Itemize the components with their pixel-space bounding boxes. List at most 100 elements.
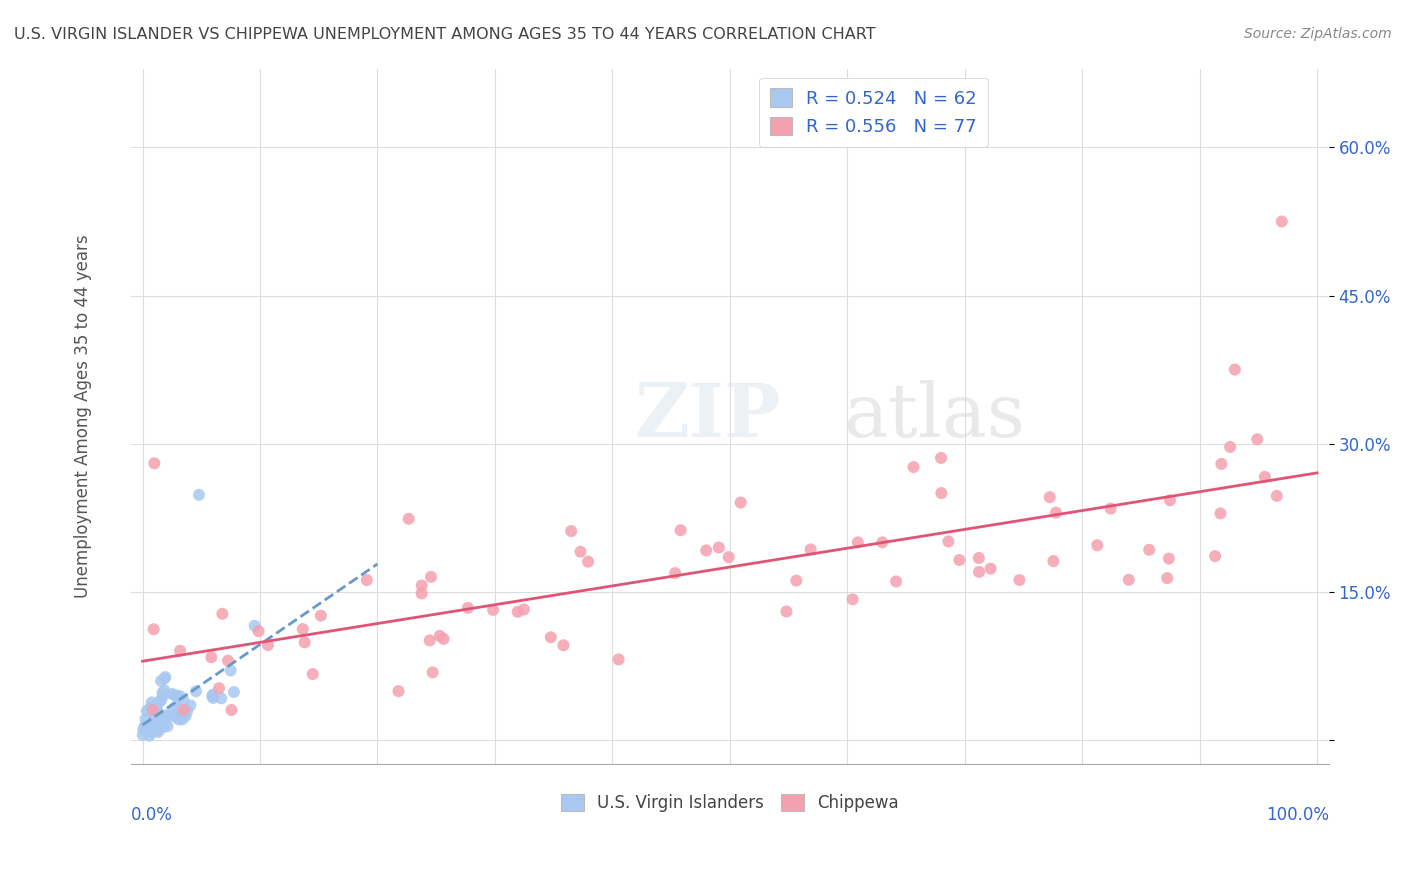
Point: [219, 664, 242, 678]
Point: [152, 689, 174, 703]
Point: [1209, 507, 1232, 521]
Point: [134, 720, 156, 734]
Point: [163, 701, 186, 715]
Point: [222, 685, 245, 699]
Point: [669, 523, 692, 537]
Point: [169, 689, 191, 703]
Point: [184, 684, 207, 698]
Point: [131, 728, 153, 742]
Point: [553, 638, 575, 652]
Point: [165, 689, 187, 703]
Point: [145, 720, 167, 734]
Point: [188, 488, 211, 502]
Point: [217, 654, 239, 668]
Point: [142, 725, 165, 739]
Point: [775, 605, 797, 619]
Text: ZIP: ZIP: [634, 380, 780, 453]
Point: [785, 574, 807, 588]
Point: [247, 624, 270, 639]
Point: [1219, 440, 1241, 454]
Text: atlas: atlas: [844, 380, 1026, 453]
Point: [209, 691, 232, 706]
Point: [148, 723, 170, 737]
Point: [717, 550, 740, 565]
Point: [172, 712, 194, 726]
Point: [730, 495, 752, 509]
Point: [513, 602, 536, 616]
Point: [429, 629, 451, 643]
Point: [664, 566, 686, 581]
Point: [872, 535, 894, 549]
Point: [202, 688, 225, 702]
Point: [398, 512, 420, 526]
Point: [929, 450, 952, 465]
Point: [257, 638, 280, 652]
Point: [169, 709, 191, 723]
Point: [309, 608, 332, 623]
Point: [148, 725, 170, 739]
Point: [432, 632, 454, 646]
Point: [1246, 432, 1268, 446]
Point: [1118, 573, 1140, 587]
Point: [356, 573, 378, 587]
Point: [607, 652, 630, 666]
Point: [148, 708, 170, 723]
Point: [938, 534, 960, 549]
Text: Source: ZipAtlas.com: Source: ZipAtlas.com: [1244, 27, 1392, 41]
Point: [422, 665, 444, 680]
Point: [1156, 571, 1178, 585]
Text: 0.0%: 0.0%: [131, 806, 173, 824]
Point: [1265, 489, 1288, 503]
Point: [142, 622, 165, 636]
Point: [153, 717, 176, 731]
Point: [142, 708, 165, 723]
Point: [221, 703, 243, 717]
Point: [931, 486, 953, 500]
Point: [1008, 573, 1031, 587]
Point: [200, 650, 222, 665]
Point: [846, 535, 869, 549]
Point: [1085, 538, 1108, 552]
Point: [145, 702, 167, 716]
Point: [948, 553, 970, 567]
Point: [420, 570, 443, 584]
Point: [800, 542, 823, 557]
Point: [166, 700, 188, 714]
Point: [540, 630, 562, 644]
Point: [1045, 506, 1067, 520]
Point: [1204, 549, 1226, 563]
Point: [167, 713, 190, 727]
Point: [569, 544, 592, 558]
Point: [387, 684, 409, 698]
Point: [211, 607, 233, 621]
Point: [841, 592, 863, 607]
Point: [141, 720, 163, 734]
Point: [155, 670, 177, 684]
Point: [208, 681, 231, 696]
Point: [482, 603, 505, 617]
Point: [156, 719, 179, 733]
Point: [155, 708, 177, 723]
Point: [174, 709, 197, 723]
Point: [152, 720, 174, 734]
Point: [165, 688, 187, 702]
Point: [1042, 554, 1064, 568]
Point: [138, 729, 160, 743]
Point: [135, 704, 157, 718]
Point: [132, 723, 155, 737]
Point: [169, 643, 191, 657]
Point: [134, 712, 156, 726]
Point: [243, 619, 266, 633]
Point: [153, 683, 176, 698]
Point: [149, 694, 172, 708]
Point: [145, 716, 167, 731]
Point: [149, 693, 172, 707]
Point: [506, 605, 529, 619]
Point: [967, 551, 990, 566]
Point: [1099, 501, 1122, 516]
Point: [1223, 362, 1246, 376]
Point: [1271, 214, 1294, 228]
Text: Unemployment Among Ages 35 to 44 years: Unemployment Among Ages 35 to 44 years: [75, 235, 91, 599]
Point: [576, 555, 599, 569]
Point: [1039, 490, 1062, 504]
